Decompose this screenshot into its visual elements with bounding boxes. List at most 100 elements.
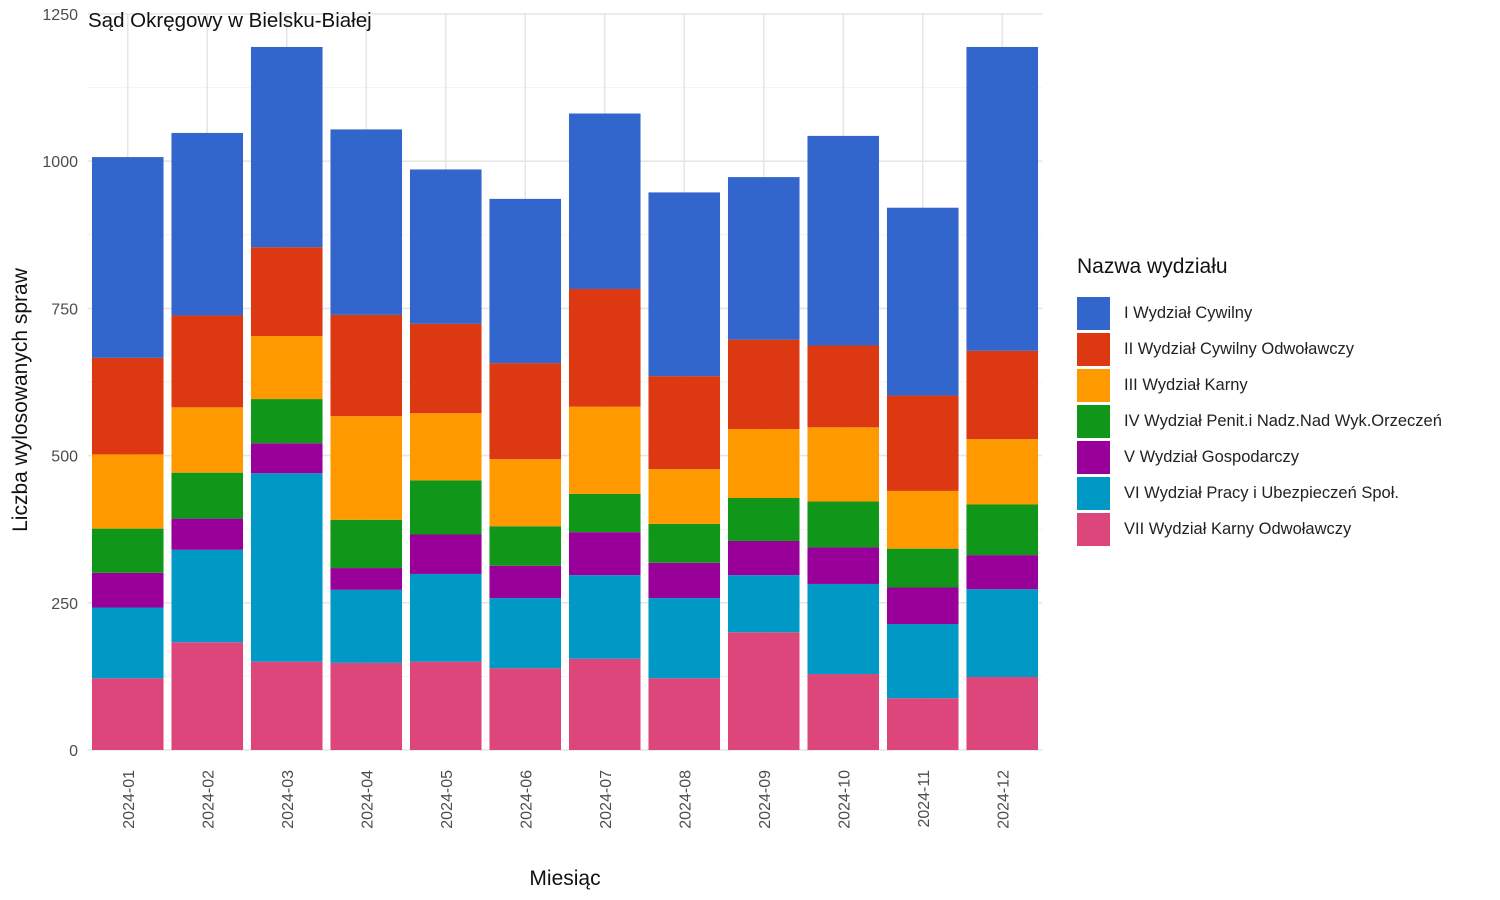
legend-label: I Wydział Cywilny <box>1124 303 1253 322</box>
bar-segment <box>330 662 403 750</box>
bar-segment <box>171 132 244 316</box>
y-tick-label: 1250 <box>42 7 78 24</box>
bar-segment <box>330 568 403 590</box>
x-axis-label: Miesiąc <box>529 867 600 890</box>
bar-segment <box>330 589 403 663</box>
bar-segment <box>727 540 800 576</box>
bar-segment <box>171 518 244 550</box>
bar-segment <box>489 526 562 566</box>
bar-segment <box>568 493 641 533</box>
bar-segment <box>489 668 562 750</box>
legend-items: I Wydział Cywilny II Wydział Cywilny Odwo… <box>1077 295 1442 547</box>
bar-segment <box>91 157 164 358</box>
bar-segment <box>568 575 641 659</box>
bar-segment <box>648 598 721 679</box>
legend-item: V Wydział Gospodarczy <box>1077 439 1442 475</box>
bars <box>91 46 1039 750</box>
y-tick-label: 0 <box>69 743 78 760</box>
bar-segment <box>966 439 1039 505</box>
bar-segment <box>171 315 244 408</box>
bar-segment <box>648 523 721 563</box>
y-tick-label: 500 <box>51 449 78 466</box>
bar-segment <box>171 549 244 643</box>
x-tick-label: 2024-01 <box>121 770 138 829</box>
bar-segment <box>727 177 800 340</box>
bar-segment <box>648 562 721 599</box>
x-tick-label: 2024-11 <box>916 770 933 828</box>
bar-segment <box>330 519 403 569</box>
legend-item: VI Wydział Pracy i Ubezpieczeń Społ. <box>1077 475 1442 511</box>
y-tick-label: 1000 <box>42 154 78 171</box>
bar-segment <box>489 598 562 669</box>
bar-segment <box>568 288 641 407</box>
legend-item: VII Wydział Karny Odwoławczy <box>1077 511 1442 547</box>
bar-segment <box>966 555 1039 590</box>
bar-segment <box>330 314 403 417</box>
legend-swatch <box>1077 440 1110 474</box>
bar-segment <box>886 623 959 699</box>
y-axis-label: Liczba wylosowanych spraw <box>9 267 32 532</box>
bar-segment <box>966 589 1039 677</box>
bar-segment <box>727 632 800 750</box>
axis-ticks: 0 250 500 750 1000 1250 2024-01 2024-02 2024-03 2… <box>42 7 1012 829</box>
bar-segment <box>648 469 721 524</box>
bar-segment <box>807 345 880 428</box>
bar-segment <box>91 678 164 750</box>
bar-segment <box>807 135 880 346</box>
bar-segment <box>886 698 959 750</box>
x-tick-label: 2024-09 <box>757 770 774 829</box>
legend-label: II Wydział Cywilny Odwoławczy <box>1124 339 1354 358</box>
legend-item: II Wydział Cywilny Odwoławczy <box>1077 331 1442 367</box>
legend-label: VI Wydział Pracy i Ubezpieczeń Społ. <box>1124 483 1399 502</box>
bar-segment <box>409 323 482 414</box>
legend-item: III Wydział Karny <box>1077 367 1442 403</box>
bar-segment <box>807 427 880 502</box>
x-tick-label: 2024-02 <box>200 770 217 829</box>
bar-segment <box>250 399 323 444</box>
bar-segment <box>409 534 482 574</box>
legend: Nazwa wydziału I Wydział Cywilny II Wydzi… <box>1077 252 1442 547</box>
bar-segment <box>91 454 164 529</box>
bar-segment <box>886 587 959 624</box>
legend-item: IV Wydział Penit.i Nadz.Nad Wyk.Orzeczeń <box>1077 403 1442 439</box>
bar-segment <box>330 416 403 520</box>
legend-swatch <box>1077 296 1110 330</box>
x-tick-label: 2024-12 <box>995 770 1012 829</box>
bar-segment <box>648 192 721 377</box>
bar-segment <box>568 113 641 289</box>
x-tick-label: 2024-06 <box>518 770 535 829</box>
bar-segment <box>409 480 482 535</box>
legend-label: V Wydział Gospodarczy <box>1124 447 1299 466</box>
bar-segment <box>886 490 959 549</box>
legend-title: Nazwa wydziału <box>1077 255 1228 278</box>
x-tick-label: 2024-04 <box>359 770 376 829</box>
bar-segment <box>91 357 164 455</box>
x-tick-label: 2024-07 <box>598 770 615 829</box>
bar-segment <box>568 406 641 494</box>
bar-segment <box>807 674 880 750</box>
bar-segment <box>886 548 959 588</box>
bar-segment <box>489 565 562 599</box>
bar-segment <box>886 395 959 491</box>
bar-segment <box>727 575 800 633</box>
bar-segment <box>568 532 641 576</box>
x-tick-label: 2024-05 <box>439 770 456 829</box>
legend-label: VII Wydział Karny Odwoławczy <box>1124 519 1352 538</box>
bar-segment <box>489 459 562 527</box>
bar-segment <box>807 501 880 548</box>
legend-label: III Wydział Karny <box>1124 375 1248 394</box>
bar-segment <box>91 528 164 573</box>
bar-segment <box>171 472 244 519</box>
bar-segment <box>250 46 323 248</box>
chart-title: Sąd Okręgowy w Bielsku-Białej <box>88 9 372 32</box>
bar-segment <box>727 497 800 541</box>
bar-segment <box>91 607 164 679</box>
bar-segment <box>648 376 721 470</box>
bar-segment <box>966 46 1039 351</box>
y-tick-label: 250 <box>51 596 78 613</box>
bar-segment <box>409 573 482 662</box>
bar-segment <box>886 207 959 396</box>
bar-segment <box>489 198 562 364</box>
bar-segment <box>568 658 641 750</box>
